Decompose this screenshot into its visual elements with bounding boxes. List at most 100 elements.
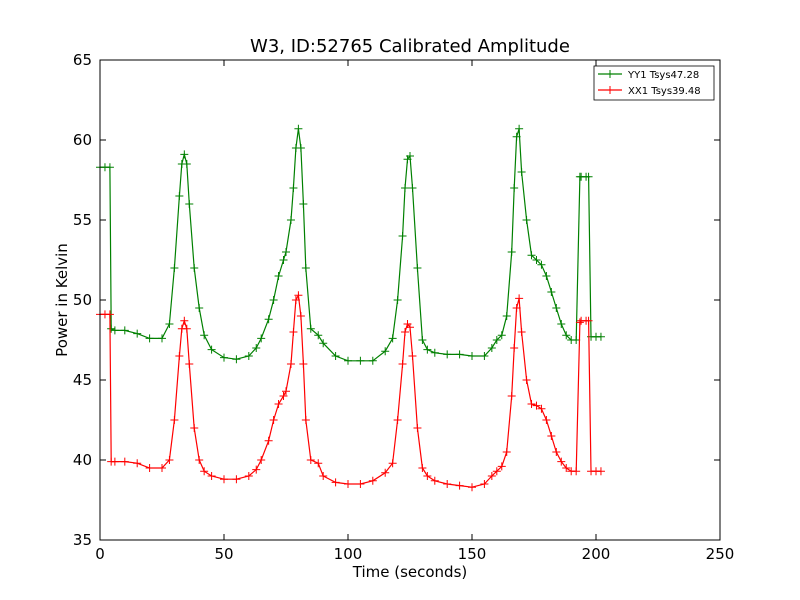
data-point bbox=[314, 459, 323, 468]
data-point bbox=[314, 331, 323, 340]
legend-marker bbox=[606, 86, 614, 94]
data-point bbox=[532, 401, 541, 410]
data-point bbox=[487, 344, 496, 352]
data-point bbox=[527, 400, 536, 408]
legend-label: XX1 Tsys39.48 bbox=[628, 86, 701, 97]
data-point bbox=[406, 152, 414, 160]
data-point bbox=[175, 352, 184, 360]
data-point bbox=[344, 480, 352, 488]
data-point bbox=[301, 264, 310, 272]
series-0 bbox=[96, 124, 605, 365]
x-tick-label: 50 bbox=[214, 545, 233, 563]
data-point bbox=[269, 416, 278, 424]
data-point bbox=[562, 464, 571, 472]
data-point bbox=[274, 272, 283, 280]
data-point bbox=[517, 328, 526, 336]
data-point bbox=[289, 184, 298, 192]
y-tick-label: 55 bbox=[73, 211, 92, 229]
data-point bbox=[299, 200, 308, 208]
data-point bbox=[244, 352, 253, 360]
data-point bbox=[502, 312, 511, 320]
data-point bbox=[584, 172, 593, 181]
x-axis-label: Time (seconds) bbox=[352, 563, 468, 581]
data-point bbox=[552, 448, 561, 456]
data-point bbox=[190, 264, 199, 272]
data-point bbox=[291, 296, 300, 304]
data-point bbox=[406, 323, 414, 332]
data-point bbox=[413, 264, 422, 272]
data-point bbox=[232, 355, 241, 364]
data-point bbox=[158, 334, 166, 343]
data-point bbox=[510, 344, 519, 352]
data-point bbox=[584, 316, 593, 325]
data-point bbox=[120, 326, 129, 335]
data-point bbox=[220, 475, 228, 484]
data-point bbox=[596, 467, 605, 476]
data-point bbox=[408, 184, 417, 192]
data-point bbox=[301, 416, 310, 424]
data-point bbox=[430, 476, 439, 485]
data-point bbox=[393, 296, 402, 304]
x-tick-label: 200 bbox=[582, 545, 611, 563]
data-point bbox=[512, 304, 521, 312]
data-point bbox=[105, 310, 114, 319]
data-point bbox=[542, 272, 551, 280]
chart-title: W3, ID:52765 Calibrated Amplitude bbox=[250, 36, 570, 57]
x-tick-label: 250 bbox=[706, 545, 735, 563]
data-point bbox=[195, 456, 204, 464]
data-point bbox=[105, 163, 114, 172]
data-point bbox=[252, 344, 261, 352]
y-tick-label: 45 bbox=[73, 371, 92, 389]
data-point bbox=[145, 464, 154, 472]
data-point bbox=[398, 360, 407, 368]
data-point bbox=[274, 400, 283, 408]
data-point bbox=[319, 472, 328, 480]
data-point bbox=[296, 312, 305, 320]
data-point bbox=[180, 150, 189, 159]
data-point bbox=[492, 467, 501, 476]
data-point bbox=[279, 256, 288, 264]
x-tick-label: 100 bbox=[334, 545, 363, 563]
data-point bbox=[133, 459, 142, 468]
legend-marker bbox=[606, 70, 614, 78]
legend-label: YY1 Tsys47.28 bbox=[627, 70, 699, 81]
data-point bbox=[200, 331, 209, 340]
data-point bbox=[393, 416, 402, 424]
x-tick-label: 0 bbox=[95, 545, 105, 563]
data-point bbox=[572, 336, 581, 344]
data-point bbox=[289, 328, 298, 336]
data-point bbox=[502, 448, 511, 456]
data-point bbox=[175, 192, 184, 200]
data-point bbox=[522, 216, 531, 224]
data-point bbox=[107, 324, 116, 333]
data-point bbox=[537, 404, 546, 413]
data-point bbox=[532, 256, 541, 264]
data-point bbox=[443, 480, 452, 488]
data-point bbox=[165, 456, 174, 464]
data-point bbox=[264, 436, 273, 445]
data-point bbox=[182, 160, 191, 168]
data-point bbox=[418, 464, 427, 472]
data-point bbox=[294, 291, 303, 300]
data-point bbox=[572, 467, 581, 476]
data-point bbox=[507, 392, 516, 400]
data-point bbox=[517, 168, 526, 176]
data-point bbox=[158, 464, 166, 472]
data-point bbox=[133, 329, 142, 338]
data-point bbox=[306, 456, 315, 464]
data-point bbox=[145, 334, 154, 343]
data-point bbox=[562, 331, 571, 340]
data-point bbox=[170, 264, 179, 272]
data-point bbox=[220, 353, 228, 362]
data-point bbox=[381, 468, 390, 477]
data-point bbox=[512, 132, 521, 141]
data-point bbox=[430, 348, 439, 357]
y-tick-label: 60 bbox=[73, 131, 92, 149]
data-point bbox=[497, 462, 506, 471]
data-point bbox=[487, 472, 496, 480]
data-point bbox=[165, 320, 174, 328]
data-point bbox=[207, 472, 216, 480]
data-point bbox=[264, 315, 273, 324]
data-point bbox=[443, 350, 452, 359]
data-point bbox=[381, 347, 390, 356]
